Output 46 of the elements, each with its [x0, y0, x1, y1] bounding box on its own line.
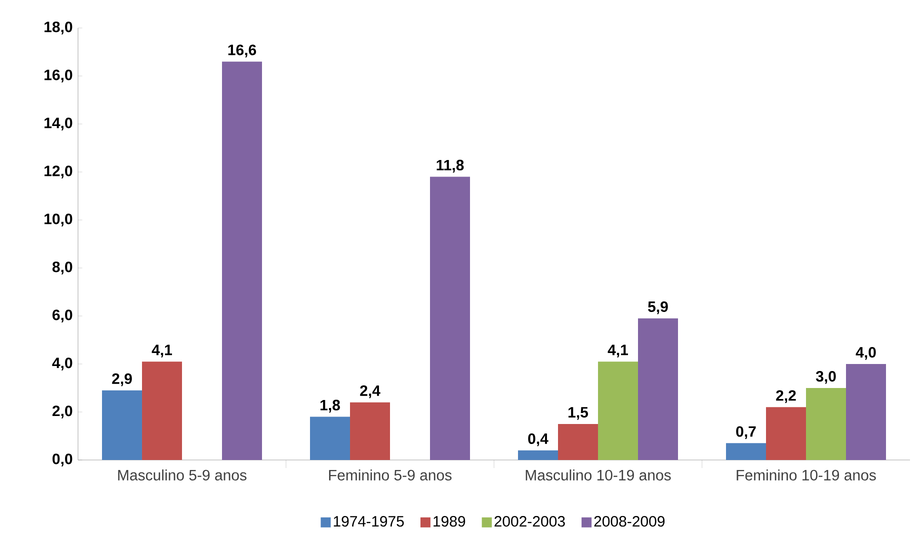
bar — [598, 362, 638, 460]
data-label: 0,7 — [736, 426, 756, 439]
legend-label: 1974-1975 — [334, 516, 404, 527]
bar — [102, 390, 142, 460]
y-tick-label: 8,0 — [52, 262, 72, 274]
y-tick-label: 0,0 — [52, 454, 72, 466]
bar — [806, 388, 846, 460]
y-tick-label: 12,0 — [44, 166, 72, 178]
data-label: 11,8 — [436, 160, 464, 173]
y-tick-label: 14,0 — [44, 118, 72, 130]
bar — [222, 62, 262, 460]
data-label: 3,0 — [816, 370, 836, 384]
bar — [726, 443, 766, 460]
x-tick-label: Masculino 10-19 anos — [526, 469, 671, 480]
data-label: 2,4 — [360, 385, 380, 398]
y-tick-label: 10,0 — [44, 214, 72, 226]
data-label: 4,0 — [856, 346, 876, 360]
bar — [518, 450, 558, 460]
legend-label: 2002-2003 — [494, 516, 565, 527]
data-label: 2,2 — [776, 390, 796, 403]
bar — [638, 318, 678, 460]
y-tick-label: 2,0 — [52, 406, 72, 418]
bar — [846, 364, 886, 460]
bar — [142, 362, 182, 460]
bar — [766, 407, 806, 460]
data-label: 4,1 — [152, 344, 172, 358]
legend-label: 1989 — [434, 516, 466, 527]
data-label: 0,4 — [528, 433, 548, 446]
bar — [350, 402, 390, 460]
x-tick-label: Masculino 5-9 anos — [118, 469, 246, 480]
data-label: 1,8 — [320, 400, 340, 413]
bar — [558, 424, 598, 460]
x-tick-label: Feminino 5-9 anos — [329, 469, 452, 480]
data-label: 4,1 — [608, 344, 628, 358]
legend-label: 2008-2009 — [594, 516, 665, 527]
y-tick-label: 18,0 — [44, 22, 72, 34]
y-tick-label: 4,0 — [52, 358, 72, 370]
data-label: 2,9 — [112, 373, 132, 386]
bar — [310, 416, 350, 460]
y-tick-label: 6,0 — [52, 310, 72, 322]
data-label: 5,9 — [648, 301, 668, 314]
x-tick-label: Feminino 10-19 anos — [736, 469, 876, 480]
data-label: 1,5 — [568, 407, 588, 420]
y-tick-label: 16,0 — [44, 70, 72, 82]
data-label: 16,6 — [228, 44, 256, 58]
bar — [430, 176, 470, 460]
